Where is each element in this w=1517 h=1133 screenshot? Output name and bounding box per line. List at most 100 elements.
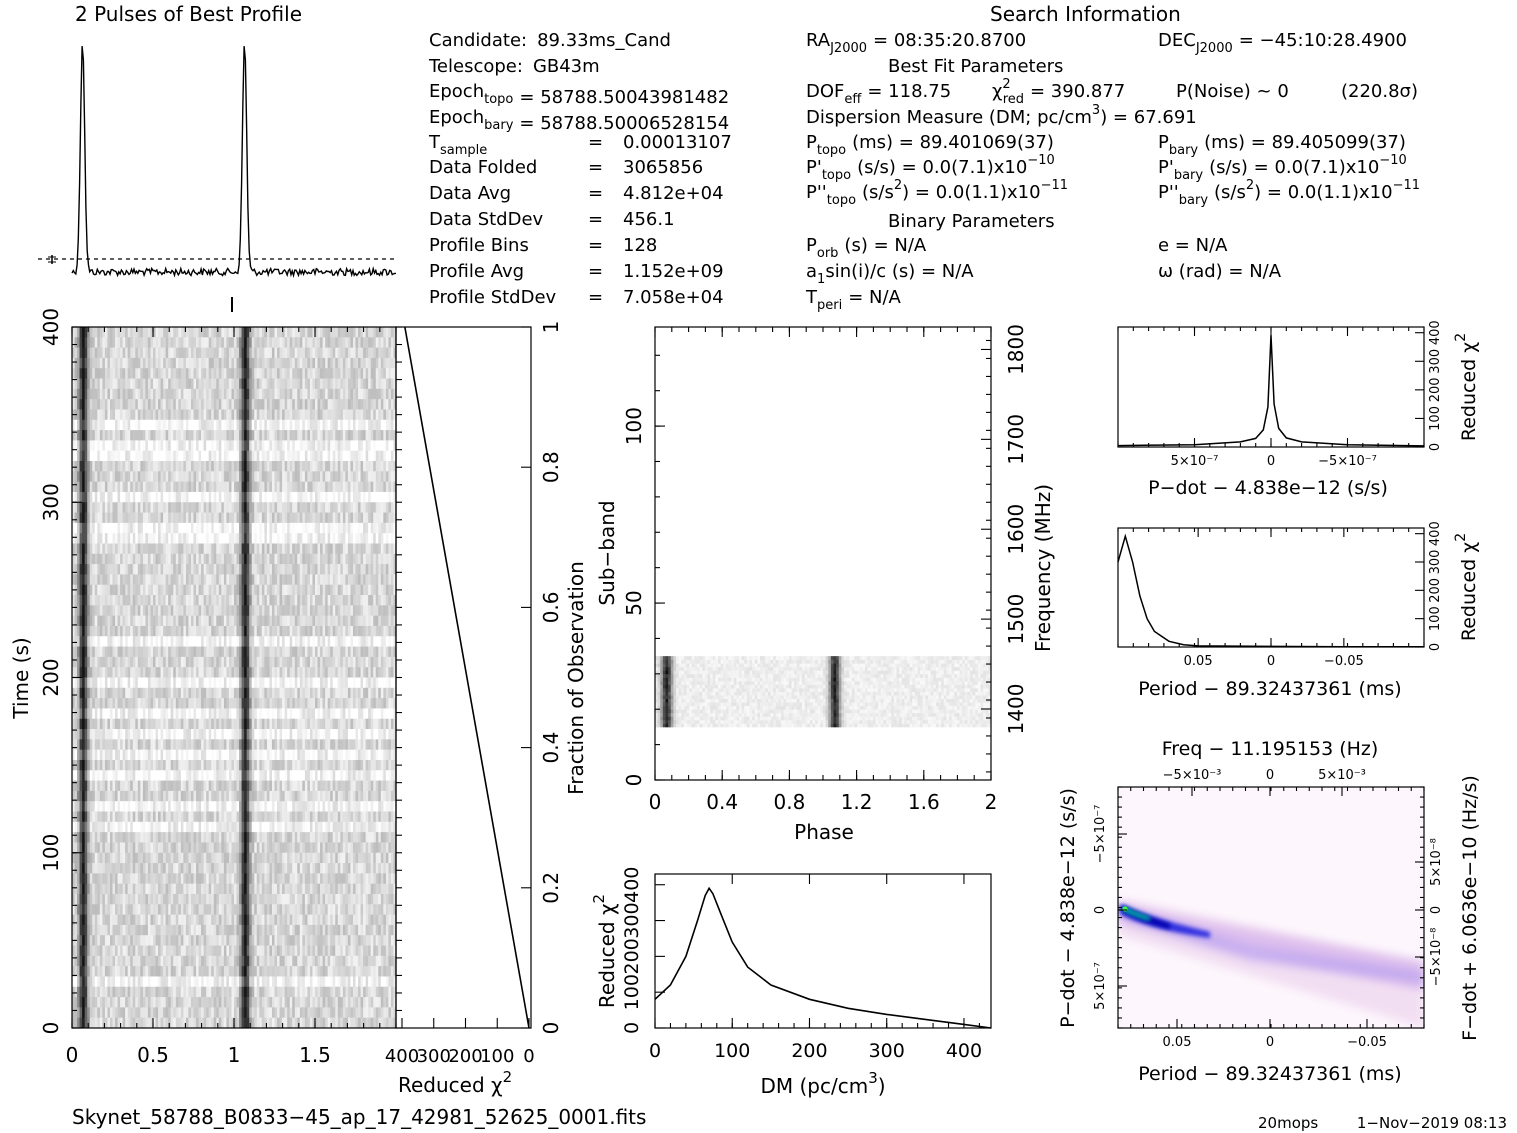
- tp-cell: [125, 471, 129, 483]
- tp-cell: [289, 656, 293, 668]
- tp-cell: [335, 399, 339, 410]
- tp-cell: [170, 605, 174, 617]
- tp-cell: [208, 718, 212, 730]
- tp-cell: [385, 667, 389, 678]
- tp-cell: [307, 533, 311, 544]
- tp-cell: [279, 337, 283, 349]
- tp-cell: [226, 698, 230, 709]
- tp-cell: [358, 491, 361, 503]
- tp-cell: [147, 718, 151, 730]
- tp-cell: [246, 574, 250, 586]
- tp-cell: [155, 368, 159, 379]
- tp-cell: [137, 471, 141, 483]
- tp-cell: [115, 543, 118, 555]
- tp-cell: [350, 419, 354, 431]
- tp-cell: [89, 553, 93, 565]
- tp-cell: [155, 625, 159, 637]
- tp-cell: [393, 687, 397, 699]
- tp-cell: [122, 677, 126, 689]
- tp-cell: [292, 615, 296, 627]
- tp-cell: [271, 388, 275, 400]
- tp-cell: [249, 347, 253, 359]
- tp-cell: [122, 419, 126, 431]
- tp-cell: [312, 347, 316, 359]
- tp-cell: [383, 430, 387, 441]
- tp-cell: [213, 481, 217, 493]
- tp-cell: [330, 574, 334, 586]
- tp-cell: [135, 698, 139, 709]
- tp-cell: [206, 430, 210, 441]
- tp-cell: [309, 595, 313, 606]
- tp-cell: [297, 481, 301, 493]
- tp-cell: [228, 646, 232, 658]
- tp-cell: [358, 522, 361, 534]
- tp-cell: [188, 409, 192, 421]
- tp-cell: [132, 327, 136, 338]
- tp-cell: [173, 357, 177, 369]
- tp-cell: [185, 368, 189, 379]
- tp-cell: [153, 440, 156, 452]
- tp-cell: [104, 667, 108, 678]
- tp-cell: [345, 450, 349, 462]
- tp-cell: [246, 636, 250, 647]
- tp-cell: [188, 491, 192, 503]
- tp-cell: [193, 533, 197, 544]
- tp-cell: [236, 430, 240, 441]
- tp-cell: [190, 522, 194, 534]
- tp-cell: [218, 667, 222, 678]
- tp-cell: [208, 368, 212, 379]
- tp-cell: [236, 698, 240, 709]
- tp-cell: [325, 584, 329, 596]
- tp-cell: [153, 667, 156, 678]
- tp-cell: [244, 543, 248, 555]
- tp-cell: [378, 502, 382, 513]
- tp-cell: [315, 667, 318, 678]
- tp-cell: [282, 625, 286, 637]
- tp-cell: [216, 605, 220, 617]
- tp-cell: [244, 481, 248, 493]
- tp-cell: [109, 347, 113, 359]
- p-bary-label: Pbary (ms) = 89.405099(37): [1158, 132, 1406, 158]
- tp-cell: [279, 646, 283, 658]
- tp-cell: [373, 481, 377, 493]
- tp-cell: [112, 491, 116, 503]
- tp-cell: [388, 533, 392, 544]
- tp-cell: [287, 636, 291, 647]
- tp-cell: [122, 512, 126, 524]
- tp-cell: [309, 677, 313, 689]
- tp-cell: [127, 522, 131, 534]
- tp-cell: [135, 533, 139, 544]
- tp-cell: [254, 357, 258, 369]
- tp-cell: [332, 625, 336, 637]
- tp-cell: [350, 409, 354, 421]
- tp-cell: [72, 718, 75, 730]
- tp-cell: [360, 461, 364, 472]
- tp-cell: [213, 471, 217, 483]
- tp-cell: [307, 522, 311, 534]
- tp-cell: [216, 595, 220, 606]
- tp-cell: [251, 656, 255, 668]
- tp-cell: [239, 368, 242, 379]
- tp-cell: [142, 564, 146, 575]
- tp-cell: [74, 440, 78, 452]
- tp-cell: [380, 388, 384, 400]
- tp-cell: [390, 471, 394, 483]
- tp-cell: [221, 656, 225, 668]
- tp-cell: [153, 584, 156, 596]
- tp-cell: [274, 698, 278, 709]
- tp-cell: [370, 595, 374, 606]
- tp-cell: [82, 687, 86, 699]
- tp-cell: [302, 574, 306, 586]
- tp-cell: [74, 574, 78, 586]
- tp-cell: [82, 605, 86, 617]
- tp-cell: [135, 636, 139, 647]
- tp-cell: [173, 440, 177, 452]
- tp-cell: [239, 409, 242, 421]
- tp-cell: [264, 409, 268, 421]
- tp-cell: [307, 553, 311, 565]
- tp-cell: [109, 502, 113, 513]
- tp-cell: [375, 357, 379, 369]
- tp-cell: [279, 502, 283, 513]
- tp-cell: [239, 430, 242, 441]
- tp-cell: [188, 327, 192, 338]
